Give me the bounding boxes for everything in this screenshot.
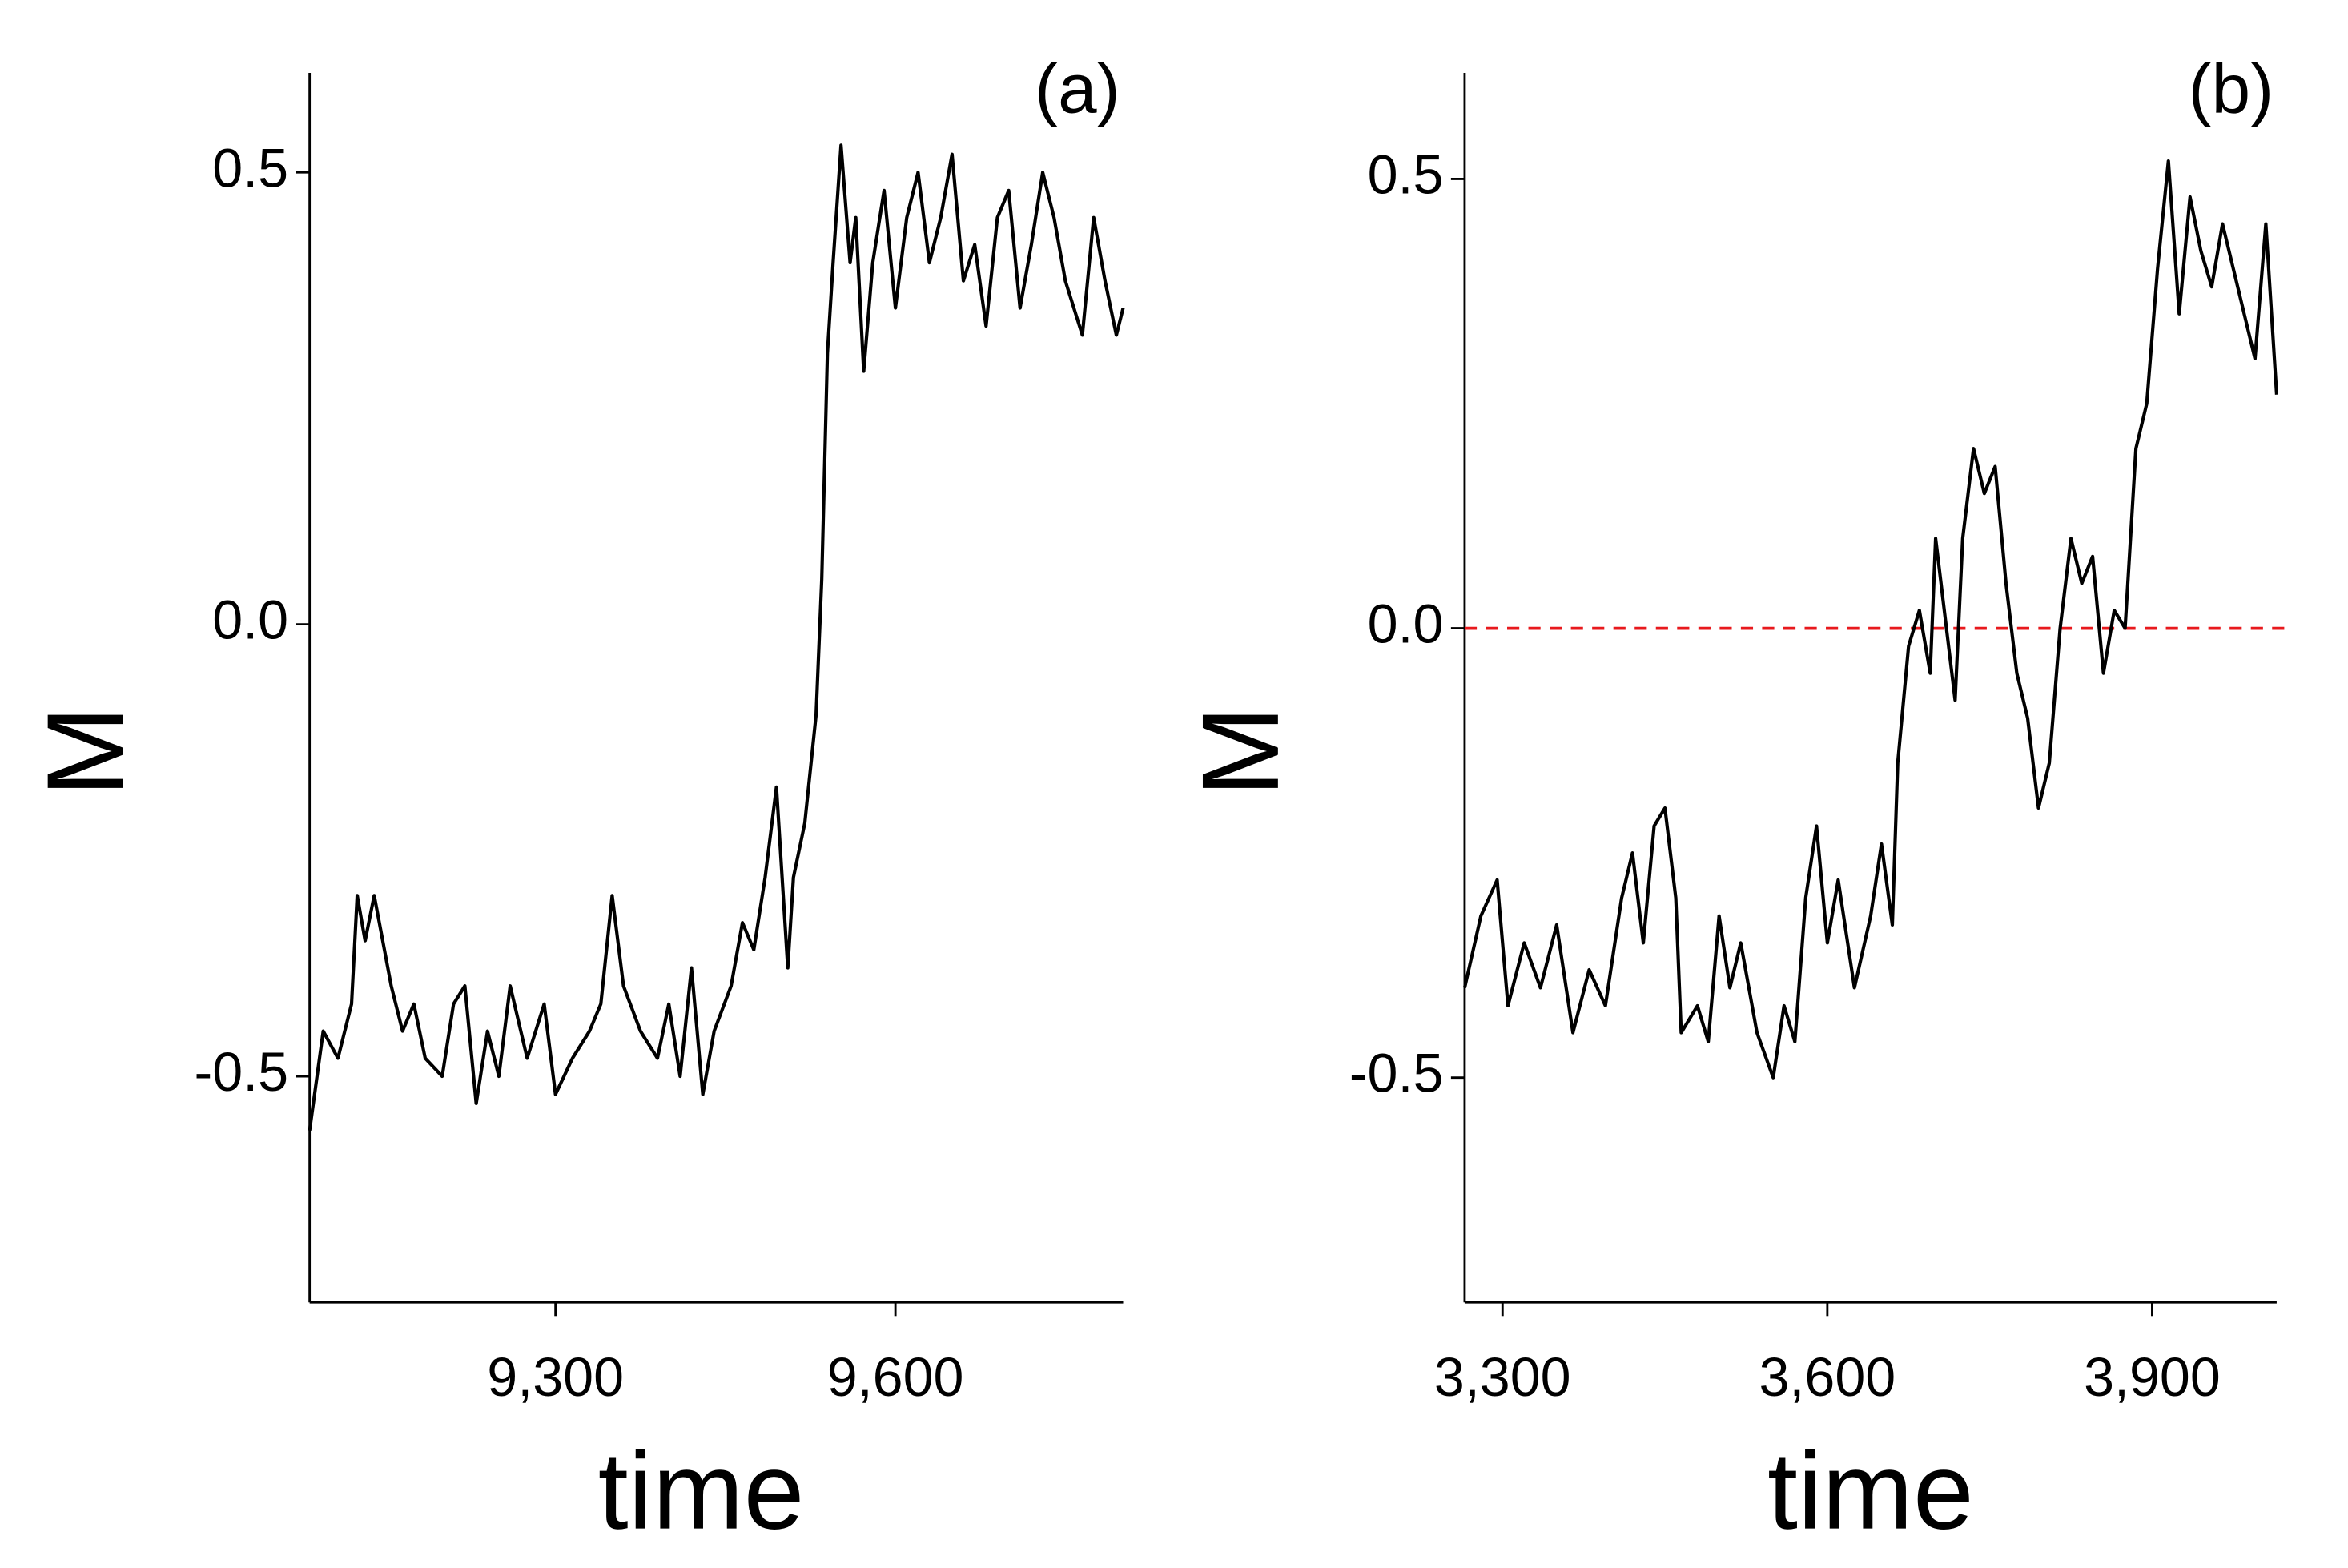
data-line (1462, 159, 2279, 1080)
panel-label: (a) (1035, 50, 1120, 128)
y-tick-label: 0.5 (212, 138, 288, 199)
x-tick-label: 3,600 (1759, 1347, 1896, 1408)
y-tick-label: 0.0 (1368, 594, 1444, 655)
x-tick-label: 9,600 (827, 1347, 964, 1408)
y-axis-label: M (1179, 706, 1301, 797)
y-tick-label: 0.5 (1368, 145, 1444, 206)
x-tick-label: 3,300 (1434, 1347, 1571, 1408)
y-tick-label: -0.5 (195, 1042, 289, 1103)
y-tick-label: 0.0 (212, 590, 288, 651)
y-tick-label: -0.5 (1349, 1043, 1444, 1104)
x-axis-label: time (1767, 1429, 1974, 1552)
x-tick-label: 9,300 (487, 1347, 624, 1408)
x-axis-label: time (598, 1429, 805, 1552)
y-axis-label: M (24, 706, 147, 797)
data-line (308, 143, 1125, 1132)
panel-label: (b) (2189, 50, 2274, 128)
x-tick-label: 3,900 (2084, 1347, 2221, 1408)
